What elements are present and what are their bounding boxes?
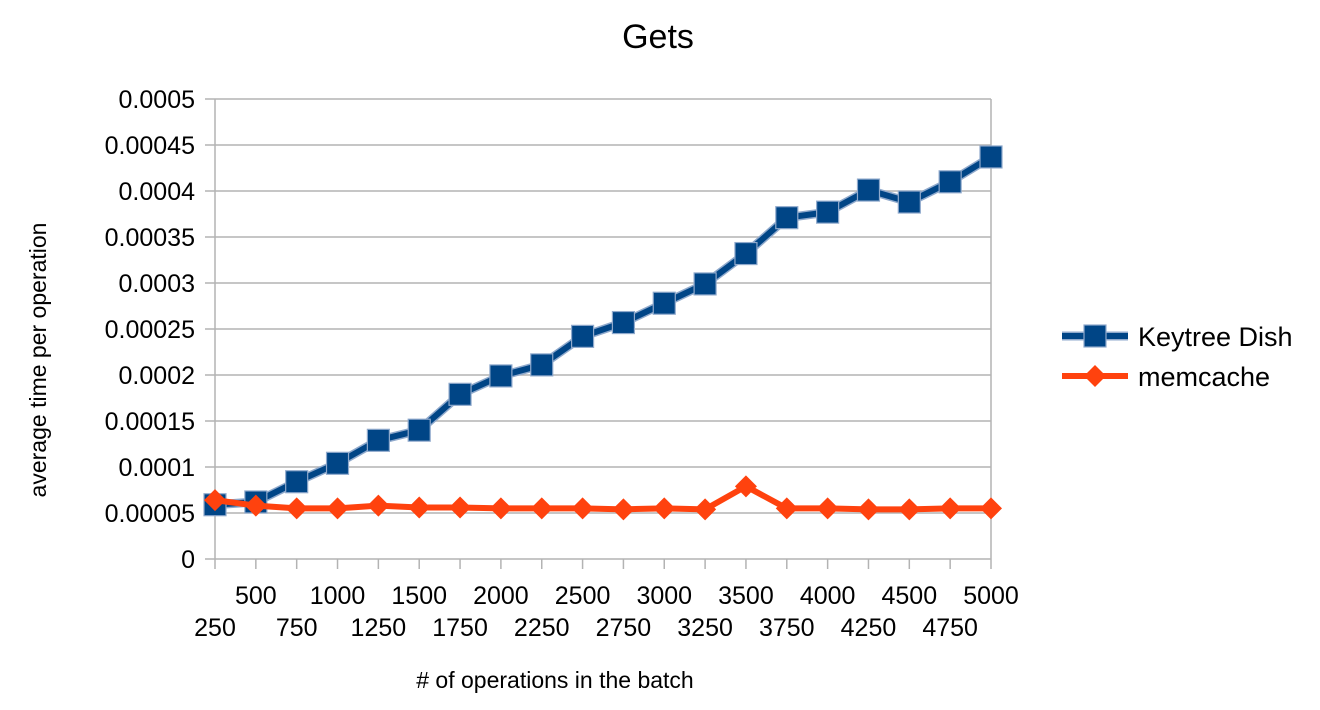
data-point bbox=[898, 498, 921, 521]
x-tick-label: 500 bbox=[235, 582, 277, 610]
x-tick-label: 2250 bbox=[514, 614, 570, 642]
x-tick-label: 4750 bbox=[922, 614, 978, 642]
x-tick-label: 3000 bbox=[636, 582, 692, 610]
data-point bbox=[285, 470, 309, 494]
data-point bbox=[326, 497, 349, 520]
data-point bbox=[204, 489, 226, 512]
y-tick-label: 0 bbox=[181, 546, 195, 574]
data-point bbox=[366, 428, 390, 452]
data-point bbox=[325, 451, 350, 475]
data-point bbox=[489, 364, 513, 388]
data-point bbox=[449, 496, 472, 519]
data-point bbox=[857, 498, 880, 521]
x-tick-label: 1000 bbox=[310, 582, 366, 610]
legend-label: memcache bbox=[1138, 362, 1270, 392]
y-tick-label: 0.00045 bbox=[105, 132, 195, 160]
x-tick-label: 2500 bbox=[555, 582, 611, 610]
legend-item: Keytree Dish bbox=[1062, 322, 1293, 352]
data-point bbox=[775, 497, 798, 520]
series bbox=[203, 145, 1003, 521]
data-point bbox=[980, 497, 1002, 520]
y-tick-label: 0.00015 bbox=[105, 408, 195, 436]
legend: Keytree Dish memcache bbox=[1062, 322, 1293, 392]
x-tick-label: 4500 bbox=[882, 582, 938, 610]
data-point bbox=[775, 206, 799, 230]
y-tick-label: 0.0004 bbox=[119, 178, 196, 206]
x-tick-label: 3500 bbox=[718, 582, 774, 610]
x-tick-labels: 250 500 750 1000 1250 1500 1750 2000 2250 2500 275… bbox=[194, 582, 1019, 642]
data-point bbox=[734, 241, 758, 266]
data-point bbox=[611, 310, 636, 335]
data-point bbox=[979, 145, 1003, 169]
data-point bbox=[285, 497, 308, 520]
x-tick-label: 250 bbox=[194, 614, 236, 642]
data-point bbox=[693, 272, 717, 296]
x-tick-label: 4000 bbox=[800, 582, 856, 610]
data-point bbox=[939, 497, 962, 520]
x-tick-label: 3250 bbox=[677, 614, 733, 642]
axes bbox=[214, 99, 992, 569]
data-point bbox=[856, 178, 881, 202]
chart-title: Gets bbox=[622, 18, 694, 56]
legend-marker bbox=[1084, 365, 1106, 387]
data-point bbox=[408, 496, 431, 519]
data-point bbox=[612, 498, 635, 521]
x-tick-label: 3750 bbox=[759, 614, 815, 642]
data-point bbox=[734, 475, 757, 498]
x-tick-label: 1500 bbox=[391, 582, 447, 610]
series-memcache bbox=[204, 475, 1002, 521]
y-tick-label: 0.0002 bbox=[119, 362, 195, 390]
x-tick-label: 5000 bbox=[963, 582, 1019, 610]
data-point bbox=[938, 170, 962, 194]
data-point bbox=[653, 497, 676, 520]
data-point bbox=[489, 497, 512, 520]
data-point bbox=[897, 190, 921, 214]
data-point bbox=[448, 382, 472, 406]
y-tick-label: 0.00005 bbox=[105, 500, 195, 528]
y-axis-label: average time per operation bbox=[25, 223, 51, 498]
data-point bbox=[694, 498, 717, 521]
legend-marker bbox=[1083, 324, 1107, 348]
series-keytree-dish bbox=[203, 145, 1003, 517]
x-tick-label: 750 bbox=[276, 614, 318, 642]
data-point bbox=[652, 291, 676, 315]
data-point bbox=[571, 497, 594, 520]
data-point bbox=[816, 200, 840, 224]
data-point bbox=[570, 324, 595, 348]
y-tick-label: 0.0003 bbox=[119, 270, 195, 298]
x-tick-label: 1250 bbox=[351, 614, 407, 642]
x-tick-label: 1750 bbox=[432, 614, 488, 642]
y-tick-label: 0.0005 bbox=[119, 86, 195, 114]
data-point bbox=[530, 353, 554, 377]
legend-label: Keytree Dish bbox=[1138, 322, 1293, 352]
y-tick-label: 0.00025 bbox=[105, 316, 195, 344]
y-tick-labels: 0 0.00005 0.0001 0.00015 0.0002 0.00025 0.0003… bbox=[105, 86, 195, 574]
x-tick-label: 4250 bbox=[841, 614, 897, 642]
data-point bbox=[367, 494, 390, 517]
x-tick-label: 2750 bbox=[596, 614, 652, 642]
x-tick-label: 2000 bbox=[473, 582, 529, 610]
legend-item: memcache bbox=[1062, 362, 1270, 392]
data-point bbox=[530, 497, 553, 520]
data-point bbox=[407, 418, 431, 442]
x-axis-label: # of operations in the batch bbox=[416, 667, 693, 693]
data-point bbox=[816, 497, 839, 520]
y-tick-label: 0.0001 bbox=[119, 454, 195, 482]
data-point bbox=[244, 494, 267, 517]
y-tick-label: 0.00035 bbox=[105, 224, 195, 252]
